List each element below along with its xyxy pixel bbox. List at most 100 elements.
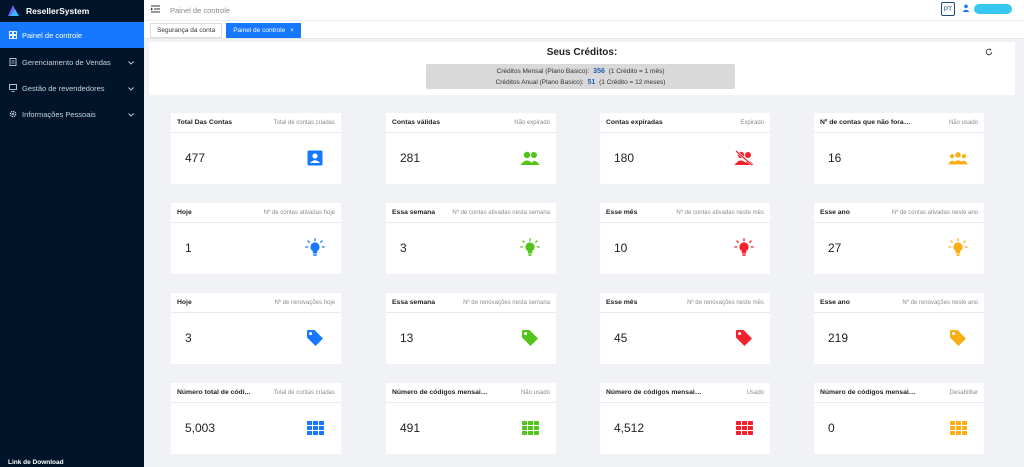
card-subtitle: Nº de renovações neste ano	[902, 299, 978, 306]
stat-card: Número total de códi... Total de contas c…	[171, 383, 341, 454]
stat-card: Número de códigos mensais de ativ... Usad…	[600, 383, 770, 454]
stat-card: Hoje Nº de renovações hoje 3	[171, 293, 341, 364]
card-title: Número total de códi...	[177, 389, 251, 396]
card-subtitle: Total de contas criadas	[273, 119, 335, 126]
card-title: Hoje	[177, 299, 192, 306]
card-title: Nº de contas que não foram ve...	[820, 119, 916, 126]
card-value: 10	[614, 241, 628, 255]
sidebar-item-label: Gestão de revendedores	[22, 83, 105, 93]
user-menu[interactable]	[974, 4, 1012, 14]
stat-card: Essa semana Nº de contas ativadas nesta s…	[386, 203, 556, 274]
stat-card: Esse mês Nº de renovações neste mês 45	[600, 293, 770, 364]
card-subtitle: Nº de renovações neste mês	[687, 299, 764, 306]
refresh-icon[interactable]	[985, 48, 993, 58]
stat-card: Nº de contas que não foram ve... Não usad…	[814, 113, 984, 184]
user-icon[interactable]	[962, 4, 970, 14]
lightbulb-icon	[948, 238, 968, 258]
tab-bar: Segurança da conta Painel de controle ×	[144, 21, 1024, 39]
stat-card: Número de códigos mensais de... Não usado…	[386, 383, 556, 454]
tab-dashboard[interactable]: Painel de controle ×	[226, 23, 301, 38]
tag-icon	[734, 328, 754, 348]
sidebar-item-personal-info[interactable]: Informações Pessoais	[0, 101, 144, 127]
sidebar-item-label: Informações Pessoais	[22, 109, 96, 119]
stat-card: Esse ano Nº de contas ativadas neste ano …	[814, 203, 984, 274]
card-title: Número de códigos mensais de ativ...	[606, 389, 702, 396]
card-title: Contas válidas	[392, 119, 440, 126]
app-logo[interactable]: ResellerSystem	[0, 0, 144, 21]
card-value: 491	[400, 421, 421, 435]
tag-icon	[520, 328, 540, 348]
stat-card: Contas válidas Não expirado 281	[386, 113, 556, 184]
card-subtitle: Usado	[746, 389, 764, 396]
card-value: 0	[828, 421, 835, 435]
card-title: Esse ano	[820, 299, 850, 306]
dashboard-icon	[8, 31, 17, 40]
tab-label: Segurança da conta	[157, 27, 216, 34]
tab-label: Painel de controle	[233, 27, 286, 34]
card-subtitle: Nº de renovações hoje	[274, 299, 335, 306]
card-title: Essa semana	[392, 299, 436, 306]
card-subtitle: Não expirado	[514, 119, 550, 126]
card-subtitle: Nº de contas ativadas nesta semana	[452, 209, 550, 216]
sidebar-item-sales[interactable]: Gerenciamento de Vendas	[0, 49, 144, 75]
lightbulb-icon	[305, 238, 325, 258]
card-title: Essa semana	[392, 209, 436, 216]
file-icon	[8, 58, 17, 67]
stat-card: Total Das Contas Total de contas criadas …	[171, 113, 341, 184]
card-value: 5,003	[185, 421, 216, 435]
tab-account-security[interactable]: Segurança da conta	[150, 23, 223, 38]
card-value: 180	[614, 151, 635, 165]
gear-icon	[8, 110, 17, 119]
users-off-icon	[734, 148, 754, 168]
card-value: 3	[185, 331, 192, 345]
stat-card: Esse mês Nº de contas ativadas neste mês …	[600, 203, 770, 274]
card-subtitle: Nº de contas ativadas hoje	[263, 209, 335, 216]
grid-icon	[734, 418, 754, 438]
stat-card: Contas expiradas Expirado 180	[600, 113, 770, 184]
stat-card: Essa semana Nº de renovações nesta semana…	[386, 293, 556, 364]
card-value: 281	[400, 151, 421, 165]
breadcrumb[interactable]: Painel de controle	[170, 5, 231, 15]
sidebar-item-resellers[interactable]: Gestão de revendedores	[0, 75, 144, 101]
card-title: Total Das Contas	[177, 119, 233, 126]
app-title: ResellerSystem	[26, 5, 90, 16]
card-value: 27	[828, 241, 842, 255]
download-link[interactable]: Link de Download	[8, 459, 64, 466]
card-value: 1	[185, 241, 192, 255]
users-icon	[520, 148, 540, 168]
card-value: 4,512	[614, 421, 645, 435]
top-header: Painel de controle PT	[144, 0, 1024, 21]
grid-icon	[948, 418, 968, 438]
stat-card: Hoje Nº de contas ativadas hoje 1	[171, 203, 341, 274]
card-title: Hoje	[177, 209, 192, 216]
lightbulb-icon	[734, 238, 754, 258]
credits-summary: Créditos Mensal (Plano Basico): 356 (1 C…	[426, 64, 735, 89]
monthly-credits: Créditos Mensal (Plano Basico): 356 (1 C…	[496, 68, 665, 75]
card-title: Esse ano	[820, 209, 850, 216]
card-value: 3	[400, 241, 407, 255]
chevron-down-icon	[128, 84, 134, 93]
language-button[interactable]: PT	[941, 2, 955, 16]
card-value: 16	[828, 151, 842, 165]
card-value: 13	[400, 331, 414, 345]
card-title: Esse mês	[606, 209, 638, 216]
card-subtitle: Não usado	[520, 389, 550, 396]
chevron-down-icon	[128, 110, 134, 119]
logo-icon	[6, 4, 20, 18]
card-subtitle: Desabilitar	[949, 389, 978, 396]
group-icon	[948, 148, 968, 168]
card-subtitle: Nº de renovações nesta semana	[463, 299, 550, 306]
tag-icon	[305, 328, 325, 348]
grid-icon	[520, 418, 540, 438]
menu-toggle-icon[interactable]	[151, 5, 160, 15]
monthly-credits-value: 356	[593, 68, 605, 75]
sidebar-item-dashboard[interactable]: Painel de controle	[0, 22, 144, 48]
account-box-icon	[305, 148, 325, 168]
stat-card: Esse ano Nº de renovações neste ano 219	[814, 293, 984, 364]
annual-credits: Créditos Anual (Plano Basico): 51 (1 Cré…	[495, 79, 666, 86]
card-subtitle: Expirado	[740, 119, 764, 126]
stat-card: Número de códigos mensais de ... Desabili…	[814, 383, 984, 454]
close-icon[interactable]: ×	[290, 27, 294, 34]
card-subtitle: Não usado	[948, 119, 978, 126]
tag-icon	[948, 328, 968, 348]
